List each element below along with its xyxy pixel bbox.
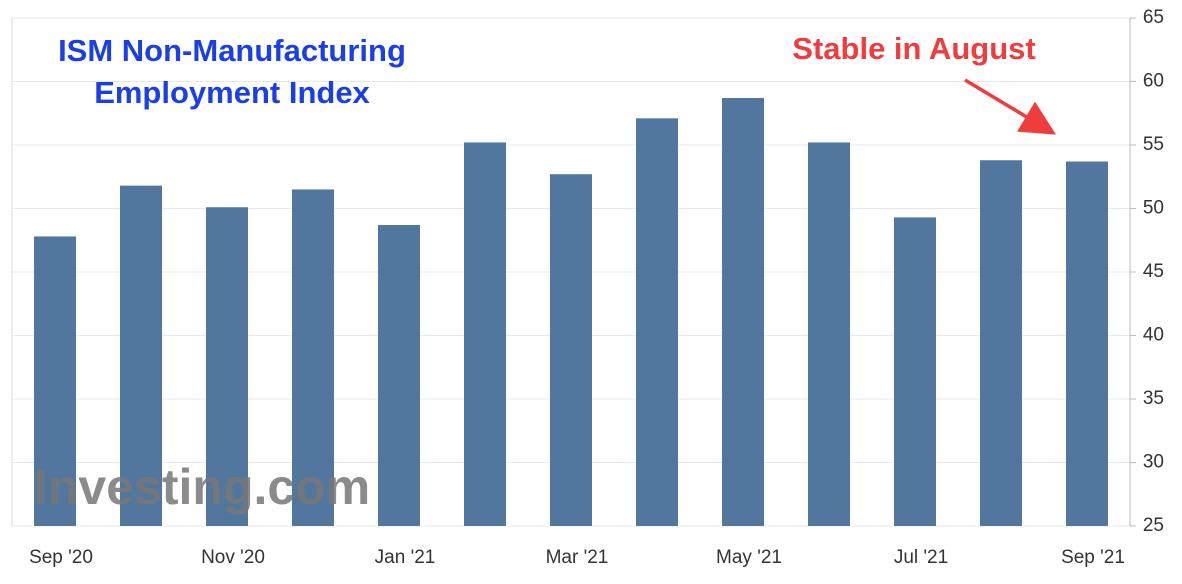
chart-title: ISM Non-Manufacturing bbox=[58, 33, 406, 68]
x-tick-label: Mar '21 bbox=[546, 547, 609, 568]
bar bbox=[550, 174, 592, 526]
bar bbox=[292, 189, 334, 526]
x-tick-label: Sep '21 bbox=[1061, 547, 1125, 568]
y-tick-label: 55 bbox=[1143, 134, 1164, 155]
bar bbox=[722, 98, 764, 526]
annotation-arrow bbox=[964, 78, 1057, 135]
bar bbox=[206, 207, 248, 527]
bar bbox=[378, 225, 420, 526]
y-tick-label: 40 bbox=[1143, 325, 1164, 346]
x-tick-label: Jan '21 bbox=[375, 547, 436, 568]
bar bbox=[1066, 161, 1108, 526]
bar bbox=[120, 185, 162, 526]
y-tick-label: 50 bbox=[1143, 198, 1164, 219]
bar bbox=[636, 118, 678, 526]
y-tick-label: 25 bbox=[1143, 515, 1164, 536]
watermark: Investing.com bbox=[34, 459, 370, 515]
chart-title: Employment Index bbox=[94, 75, 370, 110]
bar bbox=[464, 142, 506, 526]
bar bbox=[34, 236, 76, 526]
x-tick-label: Sep '20 bbox=[29, 547, 93, 568]
y-tick-label: 30 bbox=[1143, 452, 1164, 473]
bar bbox=[980, 160, 1022, 527]
x-tick-label: Jul '21 bbox=[894, 547, 948, 568]
annotation: Stable in August bbox=[792, 31, 1035, 66]
y-tick-label: 45 bbox=[1143, 261, 1164, 282]
bar bbox=[894, 217, 936, 526]
x-tick-label: May '21 bbox=[716, 547, 782, 568]
y-tick-label: 65 bbox=[1143, 7, 1164, 28]
y-tick-label: 35 bbox=[1143, 388, 1164, 409]
x-tick-label: Nov '20 bbox=[201, 547, 265, 568]
y-tick-label: 60 bbox=[1143, 71, 1164, 92]
bar bbox=[808, 142, 850, 526]
